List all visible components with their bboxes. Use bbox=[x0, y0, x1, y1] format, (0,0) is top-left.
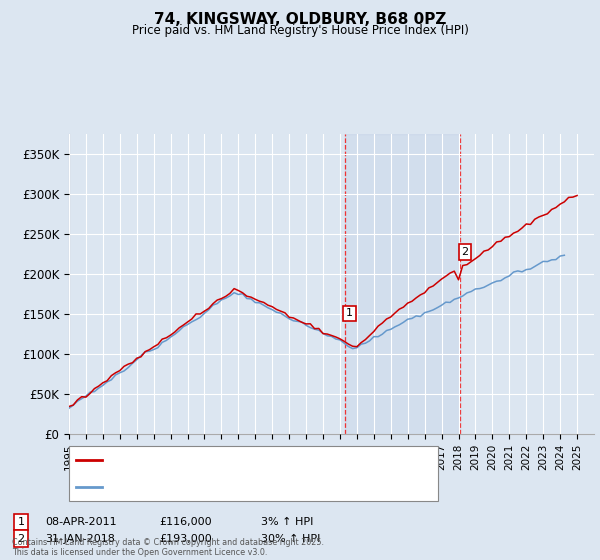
Bar bbox=[344, 134, 460, 434]
Text: 31-JAN-2018: 31-JAN-2018 bbox=[45, 534, 115, 544]
Text: 30% ↑ HPI: 30% ↑ HPI bbox=[261, 534, 320, 544]
Text: 2: 2 bbox=[17, 534, 25, 544]
Text: 74, KINGSWAY, OLDBURY, B68 0PZ (semi-detached house): 74, KINGSWAY, OLDBURY, B68 0PZ (semi-det… bbox=[108, 455, 412, 465]
Text: 08-APR-2011: 08-APR-2011 bbox=[45, 517, 116, 527]
Text: 3% ↑ HPI: 3% ↑ HPI bbox=[261, 517, 313, 527]
Text: 74, KINGSWAY, OLDBURY, B68 0PZ: 74, KINGSWAY, OLDBURY, B68 0PZ bbox=[154, 12, 446, 27]
Text: Contains HM Land Registry data © Crown copyright and database right 2025.
This d: Contains HM Land Registry data © Crown c… bbox=[12, 538, 324, 557]
Text: £116,000: £116,000 bbox=[159, 517, 212, 527]
Text: 1: 1 bbox=[17, 517, 25, 527]
Text: Price paid vs. HM Land Registry's House Price Index (HPI): Price paid vs. HM Land Registry's House … bbox=[131, 24, 469, 36]
Text: HPI: Average price, semi-detached house, Sandwell: HPI: Average price, semi-detached house,… bbox=[108, 483, 377, 492]
Text: 1: 1 bbox=[346, 309, 353, 319]
Text: 2: 2 bbox=[461, 247, 469, 257]
Text: £193,000: £193,000 bbox=[159, 534, 212, 544]
